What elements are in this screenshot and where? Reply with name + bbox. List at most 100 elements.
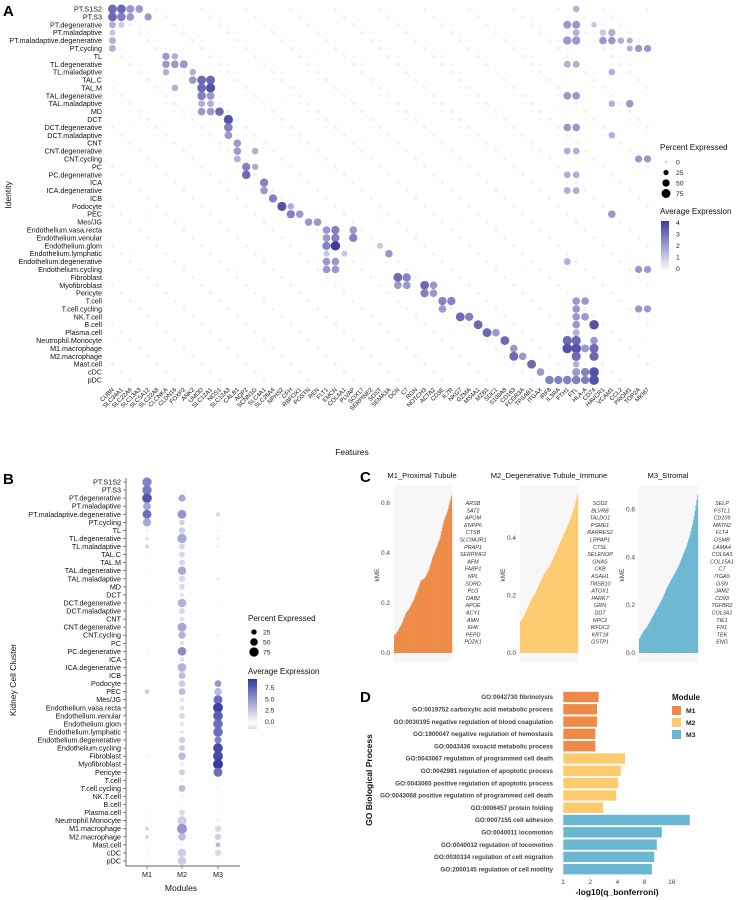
dot [512,86,516,90]
dot [521,221,524,223]
dot [352,324,354,326]
dot [218,189,221,192]
dot [245,331,247,334]
dot [611,166,613,168]
dot [468,221,470,223]
dot [397,189,399,192]
dot [422,165,427,169]
dot [396,338,400,343]
go-term-label: GO:0040011 locomotion [481,830,553,837]
dot [111,102,114,105]
dot [272,324,274,326]
dot [218,308,221,310]
dot [227,39,230,42]
dot [208,133,213,137]
dot [441,87,444,89]
dot [625,99,634,108]
dot [146,626,148,628]
dot [432,47,435,50]
gene-label: AMN [466,618,479,624]
dot [120,181,123,184]
dot [563,171,571,179]
dot [602,252,604,255]
row-label: PT.cycling [70,44,102,53]
dot [156,158,158,160]
dot [334,252,337,255]
dot [155,244,159,248]
dot [146,196,150,201]
gene-label: ITGA5 [714,574,731,580]
dot [111,189,114,192]
dot [572,360,580,368]
panel-b-dotplot: Kidney Cell ClusterPT.S1S2PT.S3PT.degene… [8,477,319,893]
dot [174,79,176,81]
dot [325,181,328,184]
dot [218,87,221,89]
dot [620,252,622,255]
dot [117,12,126,22]
dot [333,86,338,90]
dot [432,229,435,231]
dot [557,158,560,160]
dot [504,71,506,73]
dot [178,833,186,841]
dot [572,147,580,155]
dot [138,55,140,58]
dot [539,237,542,239]
dot [316,245,319,247]
dot [422,86,427,90]
dot [281,339,283,342]
dot [513,252,515,255]
x-axis-title: Modules [165,883,197,893]
dot [593,47,595,50]
dot [486,39,488,42]
dot [459,142,461,144]
dot [209,63,212,65]
dot [111,158,114,160]
dot [129,158,132,160]
dot [179,705,185,711]
dot [548,300,551,302]
dot [620,371,622,373]
dot [538,31,543,35]
dot [183,8,185,10]
dot [468,134,470,137]
row-label: Endothelium.cycling [57,744,121,753]
dot [183,142,185,144]
kme-bar [556,550,558,653]
dot [281,260,283,263]
dot [628,166,631,168]
dot [213,759,223,770]
dot [637,181,640,184]
dot [307,213,310,215]
dot [566,166,569,168]
gene-label: LRPAP1 [590,538,610,544]
dot [129,126,132,129]
row-label: Fibroblast [70,273,102,282]
dot [120,110,123,113]
dot [209,268,212,271]
dot [414,24,417,26]
row-label: CNT.cycling [64,154,102,163]
dot [119,173,124,177]
dot [218,39,221,42]
dot [459,324,461,326]
dot [628,260,631,263]
dot [547,275,552,280]
dot [476,331,480,335]
dot [458,196,462,201]
dot [351,102,355,106]
kme-bar [411,603,413,653]
dot [360,188,364,193]
dot [333,7,338,11]
dot [138,63,140,65]
dot [440,102,445,106]
dot [263,79,265,81]
dot [556,244,560,248]
x-tick-label: 1 [561,879,565,886]
dot [530,276,533,279]
kme-bar [525,611,527,653]
dot [441,95,444,97]
dot [183,55,185,58]
panel-a-dotplot: IdentityPT.S1S2PT.S3PT.degenerativePT.ma… [3,5,731,458]
